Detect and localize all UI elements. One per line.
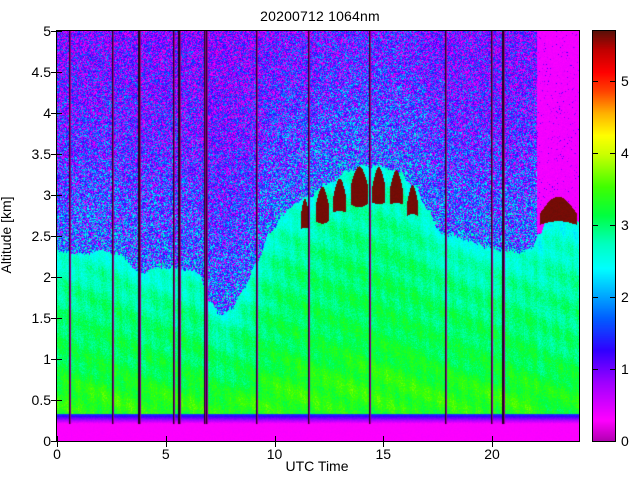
x-axis-tick (383, 441, 385, 447)
y-axis-tick (57, 31, 62, 32)
colorbar-tick (610, 369, 615, 371)
y-axis-tick (57, 359, 62, 360)
y-axis-tick (57, 72, 62, 73)
y-axis-tick-label: 0 (43, 433, 51, 449)
y-axis-tick (51, 400, 57, 401)
colorbar-tick (610, 225, 615, 227)
x-axis-tick (274, 441, 276, 447)
y-axis-tick (57, 400, 62, 401)
x-axis-tick-label: 20 (484, 446, 500, 462)
x-axis-tick-label: 15 (375, 446, 392, 462)
y-axis-tick-label: 0.5 (31, 392, 51, 408)
y-axis-tick-label: 4.5 (31, 64, 51, 80)
backscatter-heatmap (57, 31, 579, 441)
y-axis-tick (57, 441, 62, 442)
y-axis-tick (51, 277, 57, 278)
y-axis-tick (51, 359, 57, 360)
colorbar-tick (593, 81, 598, 83)
colorbar-tick (610, 153, 615, 155)
plot-axes: 0 0.5 1 1.5 2 2.5 3 3.5 4 4.5 5 0 5 10 15 20 (32, 23, 580, 462)
colorbar-tick (593, 297, 598, 299)
y-axis-tick (57, 277, 62, 278)
colorbar-tick (593, 441, 598, 442)
colorbar-tick (610, 297, 615, 299)
y-axis-tick-label: 2 (43, 269, 51, 285)
colorbar-tick (610, 441, 615, 442)
y-axis-tick (51, 154, 57, 155)
colorbar-tick-label: 0 (621, 433, 629, 449)
x-axis-tick (492, 436, 493, 441)
y-axis-tick-label: 1 (43, 351, 51, 367)
y-axis-tick (51, 31, 57, 32)
y-axis-tick (57, 236, 62, 237)
colorbar-tick (593, 153, 598, 155)
y-axis-tick-label: 4 (43, 105, 51, 121)
colorbar-tick-label: 5 (621, 73, 629, 90)
colorbar-tick (593, 369, 598, 371)
colorbar-tick (593, 225, 598, 227)
y-axis-tick (57, 195, 62, 196)
x-axis-tick (274, 436, 276, 441)
y-axis-tick (51, 236, 57, 237)
y-axis-tick-label: 1.5 (31, 310, 51, 326)
y-axis-tick (51, 195, 57, 196)
colorbar-tick-label: 3 (621, 217, 629, 234)
y-axis-tick (57, 113, 62, 114)
y-axis-tick-label: 3.5 (31, 146, 51, 162)
x-axis-tick (492, 441, 493, 447)
colorbar-gradient (593, 31, 615, 441)
x-axis-tick-label: 0 (53, 446, 61, 462)
x-axis-tick (57, 441, 58, 447)
colorbar-tick-label: 2 (621, 289, 629, 306)
y-axis-tick (51, 113, 57, 114)
y-axis-tick (51, 441, 57, 442)
colorbar-tick-label: 4 (621, 145, 629, 162)
x-axis-tick-label: 10 (266, 446, 283, 462)
x-axis-title: UTC Time (285, 458, 349, 474)
colorbar: 0 1 2 3 4 5 (592, 30, 629, 449)
x-axis-tick-label: 5 (161, 446, 170, 462)
colorbar-tick-label: 1 (621, 361, 629, 378)
page-title: 20200712 1064nm (260, 8, 380, 24)
x-axis-tick (165, 441, 167, 447)
y-axis-tick-label: 2.5 (31, 228, 51, 244)
y-axis-tick-label: 5 (43, 23, 51, 39)
y-axis-title: Altitude [km] (0, 196, 14, 274)
y-axis-tick (57, 318, 62, 319)
colorbar-tick (610, 81, 615, 83)
y-axis-tick (57, 154, 62, 155)
x-axis-tick (57, 436, 58, 441)
y-axis-tick (51, 72, 57, 73)
x-axis-tick (165, 436, 167, 441)
x-axis-tick (383, 436, 385, 441)
y-axis-tick-label: 3 (43, 187, 51, 203)
y-axis-tick (51, 318, 57, 319)
